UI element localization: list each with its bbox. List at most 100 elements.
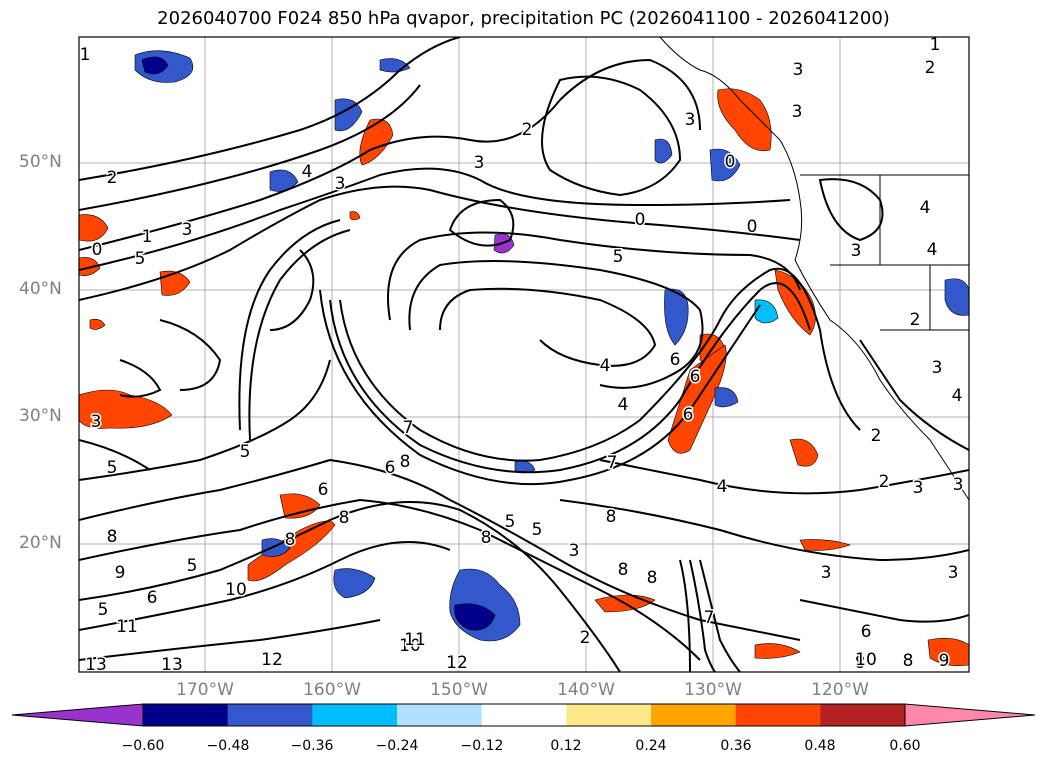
contour-label: 2	[107, 168, 118, 188]
contour-label: 6	[670, 350, 681, 370]
contour-label: 2	[910, 310, 921, 330]
contour-label: 6	[861, 622, 872, 642]
contour-line	[699, 559, 741, 672]
contour-line	[329, 282, 811, 474]
contour-label: 5	[187, 556, 198, 576]
precip-pos-patch	[89, 318, 106, 330]
contour-line	[859, 339, 969, 451]
precip-pos-patch	[754, 643, 801, 659]
contour-label: 2	[580, 628, 591, 648]
contour-label: 4	[952, 386, 963, 406]
contour-label: 3	[91, 412, 102, 432]
precip-pos-patch	[247, 520, 336, 582]
contour-label: 8	[481, 528, 492, 548]
contour-label: 7	[607, 453, 618, 473]
contour-label: 8	[618, 560, 629, 580]
lat-label-20n: 20°N	[19, 533, 62, 553]
contour-label: 8	[339, 508, 350, 528]
lon-label-150w: 150°W	[430, 680, 488, 700]
contour-line	[79, 167, 791, 271]
contour-line	[339, 267, 861, 462]
contour-line	[689, 559, 716, 672]
contour-label: 0	[725, 152, 736, 172]
precip-pos-patch	[79, 214, 109, 242]
contour-line	[799, 599, 969, 623]
precip-neg-patch	[333, 568, 376, 599]
contour-label: 0	[747, 217, 758, 237]
contour-line	[387, 231, 801, 321]
lat-label-40n: 40°N	[19, 279, 62, 299]
contour-line	[269, 249, 315, 331]
colorbar	[11, 703, 1036, 727]
contour-label: 8	[285, 530, 296, 550]
map-frame	[78, 36, 970, 673]
contour-label: 4	[927, 240, 938, 260]
colorbar-tick: 0.12	[550, 738, 582, 754]
precip-neg-patch	[269, 169, 299, 192]
colorbar-tick: 0.24	[635, 738, 667, 754]
contour-label: 4	[920, 198, 931, 218]
contour-label: 12	[261, 650, 283, 670]
contour-label: 3	[335, 174, 346, 194]
contour-label: 5	[613, 247, 624, 267]
colorbar-segment	[143, 704, 229, 726]
contour-line	[599, 459, 969, 495]
contour-line	[248, 229, 351, 441]
contour-line	[79, 458, 801, 641]
precip-pos-patch	[349, 211, 361, 221]
lon-label-120w: 120°W	[811, 680, 869, 700]
colorbar-segment	[397, 704, 483, 726]
contour-label: 2	[925, 58, 936, 78]
contour-line	[79, 498, 701, 661]
contour-line	[79, 541, 451, 631]
contour-label: 12	[446, 653, 468, 673]
contour-label: 3	[474, 153, 485, 173]
contour-label: 10	[225, 580, 247, 600]
colorbar-tick: 0.48	[804, 738, 836, 754]
contour-label: 8	[855, 653, 866, 673]
contour-label: 7	[403, 418, 414, 438]
contour-label: 8	[107, 527, 118, 547]
colorbar-segment	[566, 704, 652, 726]
contour-label: 1	[80, 45, 91, 65]
colorbar-frame	[142, 703, 906, 727]
precip-neg-patch	[709, 148, 741, 182]
precip-pos-patch	[79, 389, 173, 429]
colorbar-segment	[227, 704, 313, 726]
contour-label: 6	[318, 480, 329, 500]
contour-label: 3	[569, 541, 580, 561]
colorbar-segment	[481, 704, 567, 726]
contour-label: 4	[717, 477, 728, 497]
precip-pos-patch	[927, 638, 969, 666]
precip-patches	[79, 50, 969, 666]
precip-pos-patch	[789, 438, 819, 467]
contour-label: 1	[142, 227, 153, 247]
contour-label: 3	[821, 563, 832, 583]
contour-label: 8	[606, 507, 617, 527]
contour-label: 6	[385, 458, 396, 478]
lon-label-160w: 160°W	[303, 680, 361, 700]
colorbar-extend-high	[904, 703, 1036, 727]
colorbar-segments	[11, 703, 1036, 727]
colorbar-tick: 0.36	[720, 738, 752, 754]
contour-label: 5	[98, 600, 109, 620]
colorbar-tick: −0.36	[290, 738, 334, 754]
contour-line	[79, 58, 701, 251]
precip-pos-patch	[279, 493, 321, 519]
colorbar-extend-low	[11, 703, 144, 727]
lat-label-30n: 30°N	[19, 406, 62, 426]
lat-label-50n: 50°N	[19, 152, 62, 172]
contour-line	[439, 287, 657, 367]
contour-label: 11	[116, 617, 138, 637]
contour-label: 3	[948, 563, 959, 583]
contour-line	[79, 84, 421, 211]
contour-line	[119, 359, 162, 398]
contour-line	[79, 619, 381, 661]
contour-label: 7	[704, 608, 715, 628]
lon-label-170w: 170°W	[176, 680, 234, 700]
chart-title: 2026040700 F024 850 hPa qvapor, precipit…	[157, 8, 890, 29]
precip-neg-patch	[714, 387, 739, 408]
coastline	[659, 37, 969, 501]
contour-label: 13	[85, 655, 107, 675]
